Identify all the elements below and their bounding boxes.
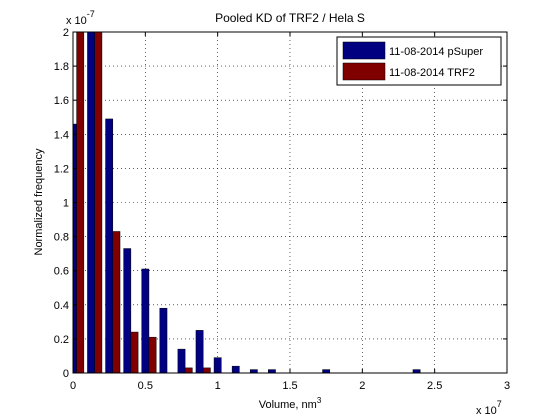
- bar-series-0-bin-14: [322, 369, 331, 374]
- x-axis-label-sup: 3: [317, 396, 322, 405]
- legend-label-trf2: 11-08-2014 TRF2: [389, 67, 475, 79]
- bars: [72, 31, 421, 374]
- x-multiplier-base: x 10: [476, 405, 497, 417]
- y-tick-label: 0.4: [54, 300, 69, 312]
- x-axis-label-main: Volume, nm: [259, 399, 317, 411]
- bar-series-0-bin-6: [177, 348, 186, 374]
- bar-series-0-bin-2: [105, 118, 114, 374]
- y-tick-label: 0.8: [54, 232, 69, 244]
- y-tick-label: 1.4: [54, 129, 69, 141]
- bar-series-0-bin-4: [141, 268, 150, 374]
- x-tick-label: 2.5: [427, 380, 442, 392]
- y-tick-label: 1.6: [54, 95, 69, 107]
- x-tick-label: 1: [215, 380, 221, 392]
- bar-series-1-bin-7: [202, 367, 211, 374]
- y-tick-label: 1.8: [54, 61, 69, 73]
- bar-series-1-bin-0: [76, 31, 85, 374]
- y-axis-label: Normalized frequency: [33, 148, 45, 255]
- bar-series-0-bin-0: [72, 123, 77, 374]
- bar-series-0-bin-9: [231, 365, 240, 374]
- bar-series-0-bin-5: [159, 307, 168, 374]
- y-tick-label: 0.6: [54, 266, 69, 278]
- y-axis-multiplier: x 10-7: [66, 9, 95, 27]
- bar-series-0-bin-11: [268, 369, 276, 374]
- y-multiplier-base: x 10: [66, 15, 87, 27]
- bar-series-1-bin-6: [184, 367, 193, 374]
- y-tick-label: 2: [63, 27, 69, 39]
- y-tick-label: 0.2: [54, 334, 69, 346]
- legend-swatch-psuper: [342, 41, 386, 60]
- y-tick-label: 1: [63, 198, 69, 210]
- bar-series-1-bin-1: [94, 31, 103, 374]
- legend-swatch-trf2: [342, 62, 386, 81]
- ticks: 0 0.5 1 1.5 2 2.5 3 0 0.2 0.4 0.6 0.8 1 1.2 1.4 1.6 1.8 2: [54, 27, 510, 392]
- y-multiplier-exp: -7: [87, 9, 95, 19]
- x-tick-label: 0: [70, 380, 76, 392]
- x-multiplier-exp: 7: [497, 399, 502, 409]
- legend: 11-08-2014 pSuper 11-08-2014 TRF2: [336, 36, 502, 86]
- x-tick-label: 3: [504, 380, 510, 392]
- y-tick-label: 1.2: [54, 163, 69, 175]
- bar-series-1-bin-3: [130, 331, 139, 374]
- legend-label-psuper: 11-08-2014 pSuper: [389, 46, 483, 58]
- x-axis-multiplier: x 107: [476, 399, 502, 417]
- bar-series-0-bin-3: [123, 248, 132, 374]
- x-tick-label: 2: [359, 380, 365, 392]
- bar-series-1-bin-4: [148, 336, 157, 374]
- bar-series-0-bin-19: [412, 369, 421, 374]
- x-tick-label: 0.5: [138, 380, 153, 392]
- bar-series-0-bin-1: [87, 31, 95, 374]
- bar-series-0-bin-10: [249, 369, 258, 374]
- chart-title: Pooled KD of TRF2 / Hela S: [215, 11, 365, 25]
- bar-series-0-bin-7: [195, 330, 204, 374]
- x-tick-label: 1.5: [282, 380, 297, 392]
- x-axis-label: Volume, nm3: [259, 396, 322, 411]
- bar-series-1-bin-2: [112, 231, 121, 374]
- y-tick-label: 0: [63, 368, 69, 380]
